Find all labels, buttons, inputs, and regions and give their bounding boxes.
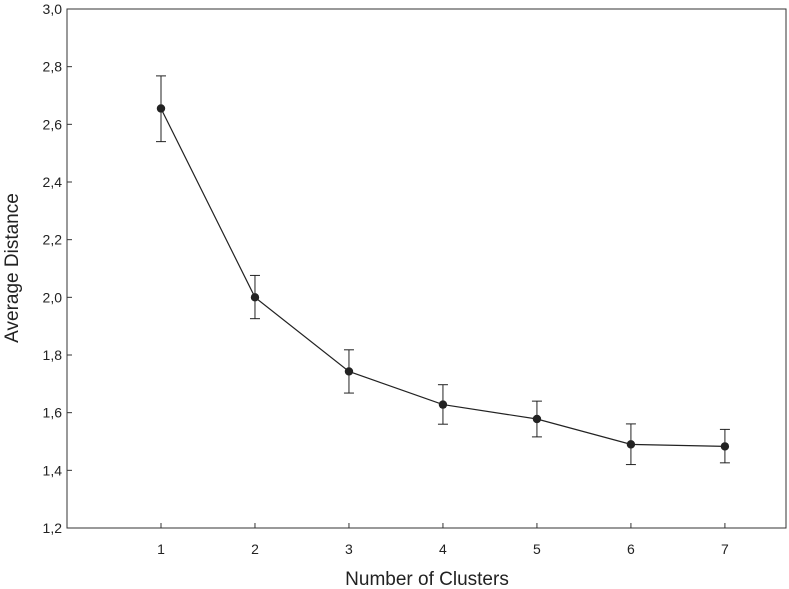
y-tick-label: 2,6: [43, 116, 63, 132]
data-point: [720, 442, 730, 451]
y-tick-label: 1,6: [43, 405, 63, 421]
x-axis: 1 2 3 4 5 6 7: [157, 523, 729, 557]
y-tick-label: 2,8: [43, 59, 63, 75]
y-tick-label: 1,8: [43, 347, 63, 363]
data-point: [626, 440, 636, 449]
x-tick-label: 6: [627, 541, 635, 557]
y-tick-label: 1,4: [43, 462, 63, 478]
y-tick-label: 2,0: [43, 289, 63, 305]
x-tick-label: 3: [345, 541, 353, 557]
plot-area-frame: [66, 8, 787, 529]
y-tick-label: 2,2: [43, 232, 63, 248]
x-tick-label: 1: [157, 541, 165, 557]
data-point: [532, 414, 542, 424]
y-axis: 1,2 1,4 1,6 1,8 2,0 2,2 2,4 2,6 2,8 3,0: [43, 1, 72, 536]
data-point: [438, 400, 448, 409]
y-tick-label: 3,0: [43, 1, 63, 17]
y-tick-label: 2,4: [43, 174, 63, 190]
data-point: [156, 104, 166, 113]
y-axis-title: Average Distance: [2, 193, 23, 343]
x-tick-label: 2: [251, 541, 259, 557]
x-tick-label: 5: [533, 541, 541, 557]
x-tick-label: 4: [439, 541, 447, 557]
y-tick-label: 1,2: [43, 520, 63, 536]
data-point: [344, 367, 354, 376]
data-point: [250, 293, 260, 302]
x-tick-label: 7: [721, 541, 729, 557]
series-layer: [155, 75, 730, 466]
x-axis-title: Number of Clusters: [345, 569, 509, 589]
